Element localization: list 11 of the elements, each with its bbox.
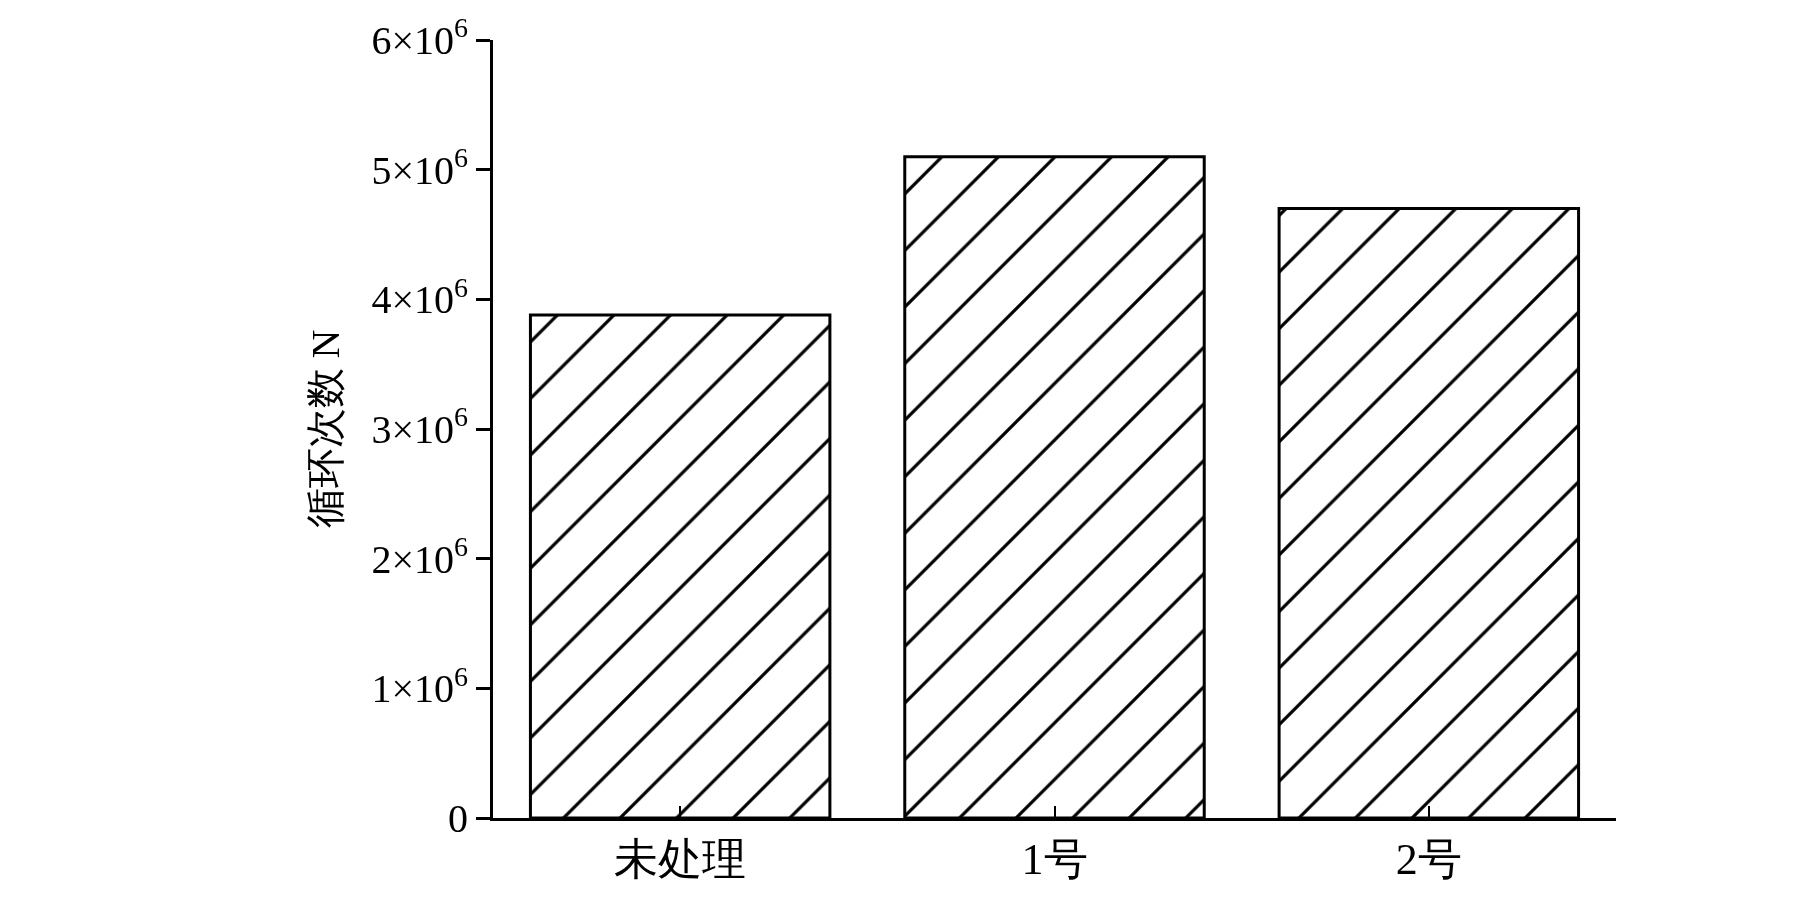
y-tick-label: 1×10$^{6}$	[371, 660, 468, 712]
y-tick-label: 3×10$^{6}$	[371, 401, 468, 452]
y-tick-label: 4×10$^{6}$	[371, 271, 468, 323]
x-tick-label: 1号	[1021, 834, 1088, 884]
y-axis-title: 循环次数 N	[302, 329, 348, 529]
y-tick-label: 2×10$^{6}$	[371, 530, 468, 582]
y-tick-label: 5×10$^{6}$	[371, 141, 468, 193]
x-tick-label: 2号	[1395, 834, 1462, 884]
x-tick-label: 未处理	[614, 834, 747, 884]
y-tick-label: 6×10$^{6}$	[371, 12, 468, 63]
y-tick-label: 0	[448, 796, 468, 841]
